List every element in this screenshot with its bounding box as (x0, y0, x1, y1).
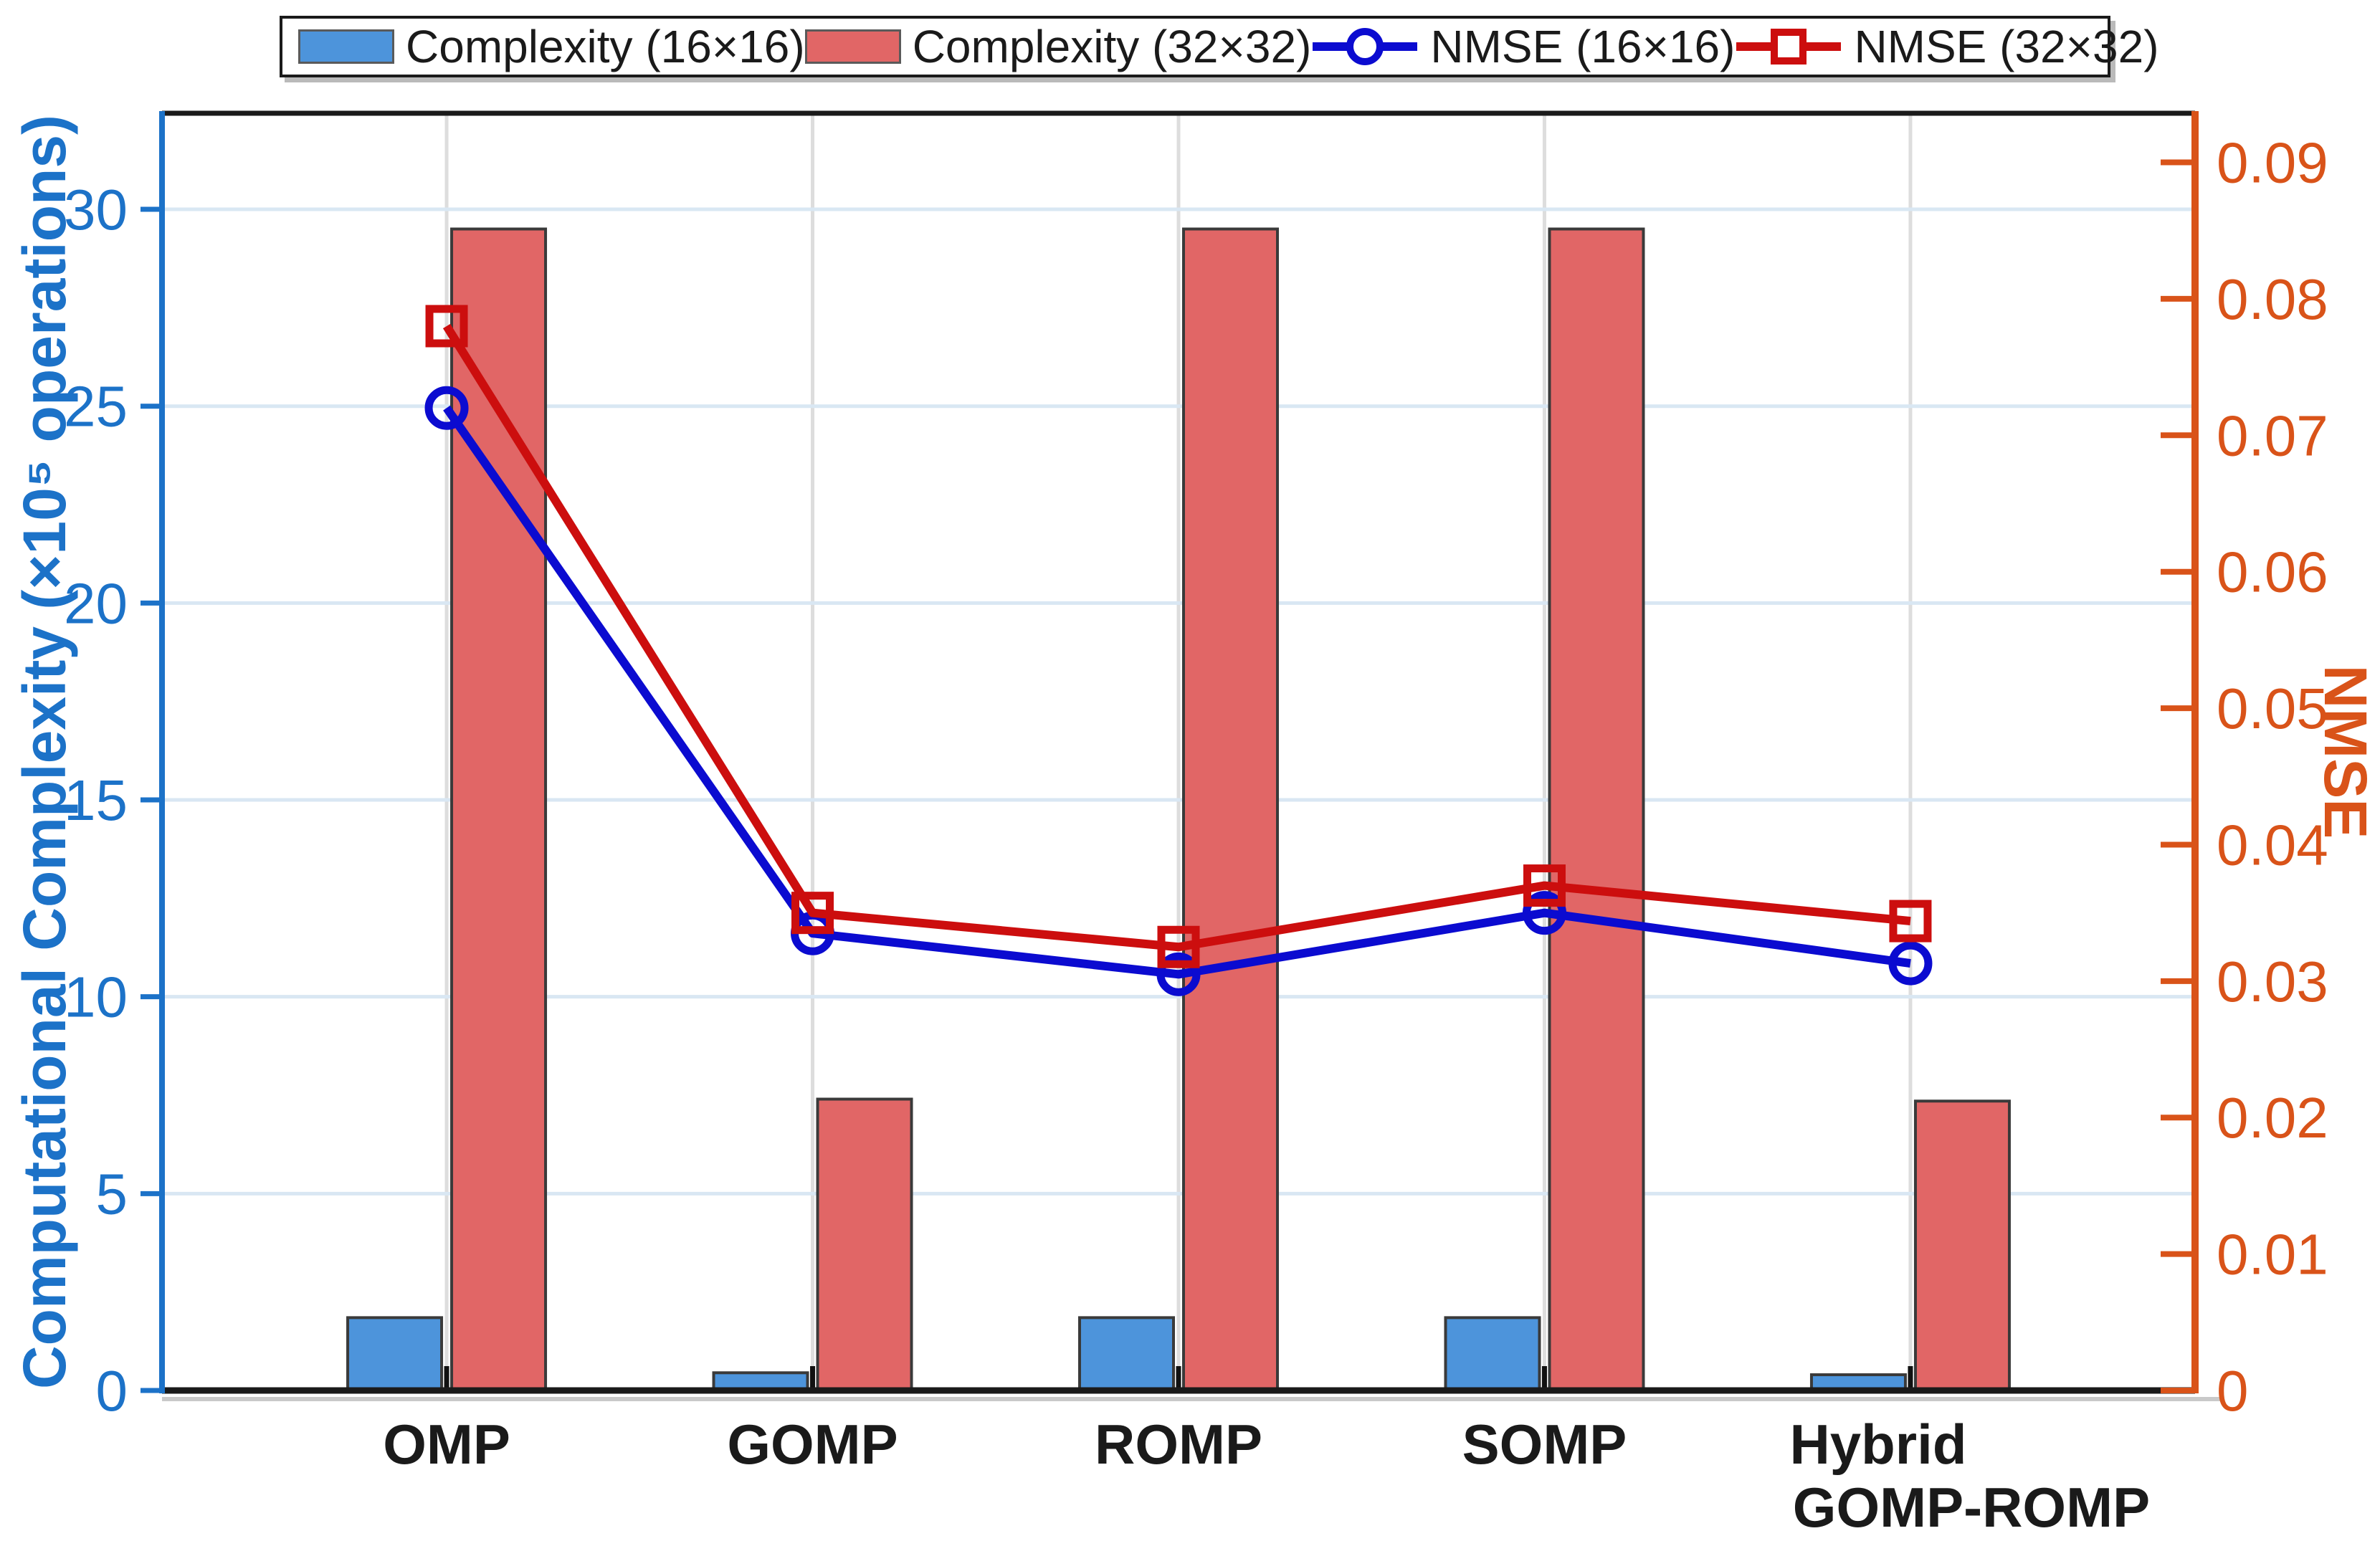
x-category-label-3: SOMP (1462, 1413, 1627, 1476)
bar-32x32-2 (1182, 227, 1279, 1392)
bar-16x16-3 (1444, 1316, 1541, 1393)
left-tick-label-25: 25 (64, 375, 128, 439)
marker-square-0 (425, 305, 468, 348)
legend-item-1: Complexity (32×32) (804, 21, 1312, 72)
marker-circle-0 (424, 386, 469, 430)
left-tick-label-15: 15 (64, 768, 128, 832)
legend-label-2: NMSE (16×16) (1430, 21, 1736, 72)
right-axis-title: NMSE (2312, 664, 2379, 839)
marker-circle-2 (1156, 952, 1201, 996)
bar-32x32-1 (816, 1097, 913, 1392)
right-tick-label-0.07: 0.07 (2217, 404, 2328, 467)
left-tick-label-10: 10 (64, 965, 128, 1029)
right-tick-label-0.09: 0.09 (2217, 131, 2328, 195)
right-tick-label-0.03: 0.03 (2217, 950, 2328, 1013)
left-axis-title: Computational Complexity (×10⁵ operation… (11, 114, 78, 1390)
marker-circle-4 (1888, 941, 1933, 986)
x-category-label-2: ROMP (1095, 1413, 1262, 1476)
left-tick-label-5: 5 (96, 1162, 128, 1226)
bar-32x32-3 (1548, 227, 1645, 1392)
marker-square-3 (1523, 864, 1566, 907)
marker-square-1 (791, 892, 834, 935)
x-category-label-4-line2: GOMP-ROMP (1793, 1476, 2150, 1539)
legend-label-0: Complexity (16×16) (406, 21, 805, 72)
bar-16x16-2 (1078, 1316, 1175, 1393)
right-tick-label-0.08: 0.08 (2217, 267, 2328, 331)
right-tick-label-0: 0 (2217, 1359, 2249, 1423)
legend-item-0: Complexity (16×16) (298, 24, 805, 70)
left-tick-label-20: 20 (64, 571, 128, 635)
right-tick-label-0.01: 0.01 (2217, 1223, 2328, 1287)
marker-square-2 (1157, 925, 1200, 968)
legend-bar-swatch-1 (804, 29, 901, 64)
bar-32x32-0 (450, 227, 548, 1392)
left-tick-label-30: 30 (64, 178, 128, 242)
x-category-label-4: Hybrid (1789, 1413, 1966, 1476)
right-tick-label-0.04: 0.04 (2217, 813, 2328, 877)
bar-16x16-0 (346, 1316, 444, 1393)
legend-item-2: NMSE (16×16) (1311, 24, 1735, 70)
legend-line-sample-square (1736, 29, 1842, 65)
nmse-line-32x32 (442, 323, 1911, 952)
x-category-label-0: OMP (383, 1413, 510, 1476)
right-tick-label-0.05: 0.05 (2217, 677, 2328, 740)
right-tick-label-0.02: 0.02 (2217, 1086, 2328, 1150)
legend-label-3: NMSE (32×32) (1854, 21, 2159, 72)
left-tick-label-0: 0 (96, 1359, 128, 1423)
legend-item-3: NMSE (32×32) (1735, 21, 2159, 72)
x-category-label-1: GOMP (727, 1413, 898, 1476)
legend: Complexity (16×16) Complexity (32×32) NMSE… (280, 16, 2159, 77)
legend-label-1: Complexity (32×32) (912, 21, 1312, 72)
marker-circle-3 (1522, 891, 1566, 935)
bar-32x32-4 (1913, 1099, 2011, 1392)
marker-square-4 (1889, 900, 1932, 943)
legend-bar-swatch-0 (298, 29, 394, 64)
legend-line-sample-circle (1313, 28, 1418, 65)
nmse-line-16x16 (443, 405, 1911, 979)
right-tick-label-0.06: 0.06 (2217, 540, 2328, 604)
